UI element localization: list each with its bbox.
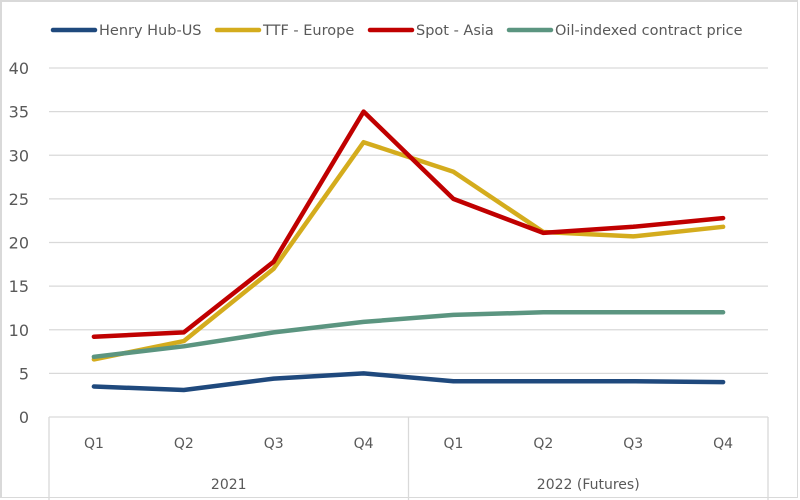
x-tick-label: Q1 xyxy=(443,436,463,452)
y-tick-label: 0 xyxy=(19,408,29,427)
x-group-label: 2022 (Futures) xyxy=(537,477,640,493)
series-line-oil-indexed-contract-price xyxy=(91,310,726,360)
x-group-label: 2021 xyxy=(211,477,247,493)
y-tick-label: 15 xyxy=(9,277,29,296)
x-axis: Q1 Q2 Q3 Q4 Q1 Q2 Q3 Q4 2021 2022 (Futures) xyxy=(48,416,769,500)
y-tick-label: 5 xyxy=(19,364,29,383)
x-tick-label: Q3 xyxy=(264,436,284,452)
legend-label: Spot - Asia xyxy=(416,23,494,39)
series-line-spot-asia xyxy=(91,109,726,339)
x-tick-label: Q1 xyxy=(84,436,104,452)
gridlines xyxy=(49,67,768,375)
legend-label: Oil-indexed contract price xyxy=(555,23,743,39)
x-tick-label: Q3 xyxy=(623,436,643,452)
y-tick-label: 20 xyxy=(9,234,29,253)
series-line-henry-hub-us xyxy=(91,371,726,393)
y-tick-label: 40 xyxy=(9,59,29,78)
series-lines xyxy=(91,109,726,393)
y-tick-label: 35 xyxy=(9,103,29,122)
y-axis-ticks: 0 5 10 15 20 25 30 35 40 xyxy=(9,59,29,427)
x-tick-label: Q4 xyxy=(354,436,374,452)
y-tick-label: 25 xyxy=(9,190,29,209)
x-tick-label: Q2 xyxy=(174,436,194,452)
y-tick-label: 30 xyxy=(9,146,29,165)
x-tick-label: Q4 xyxy=(713,436,733,452)
legend-label: TTF - Europe xyxy=(262,23,354,39)
legend: Henry Hub-US TTF - Europe Spot - Asia Oil-i… xyxy=(50,23,743,39)
y-tick-label: 10 xyxy=(9,321,29,340)
x-tick-label: Q2 xyxy=(533,436,553,452)
legend-label: Henry Hub-US xyxy=(99,23,202,39)
